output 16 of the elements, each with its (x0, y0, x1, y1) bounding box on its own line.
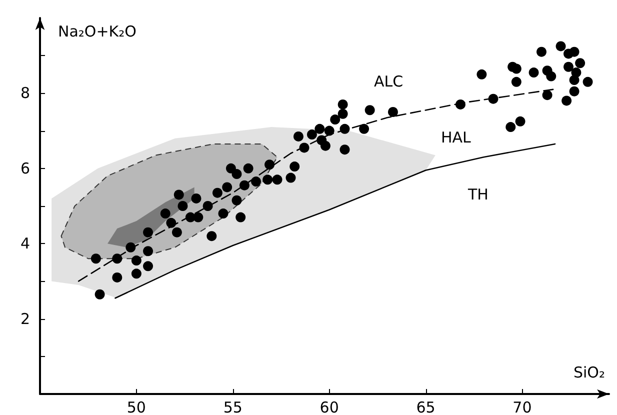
annotation: HAL (441, 128, 472, 146)
x-tick-label: 60 (320, 398, 339, 415)
x-tick-label: 50 (126, 398, 146, 415)
annotation: ALC (374, 72, 404, 90)
annotation: TH (467, 186, 488, 204)
line-series (114, 143, 556, 299)
y-tick-label: 4 (20, 234, 30, 253)
y-tick-label: 6 (20, 159, 30, 178)
x-axis-title: SiO₂ (573, 364, 605, 382)
line-series (78, 88, 554, 282)
y-axis-title: Na₂O+K₂O (58, 22, 136, 40)
x-tick-label: 70 (512, 398, 532, 415)
x-tick-label: 55 (223, 398, 242, 415)
y-tick-label: 8 (20, 84, 30, 102)
y-tick-label: 2 (20, 310, 30, 328)
x-tick-label: 65 (416, 398, 436, 415)
